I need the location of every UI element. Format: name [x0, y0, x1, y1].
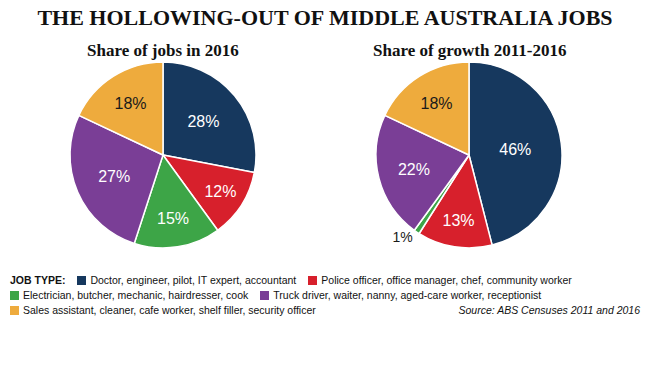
- svg-text:1%: 1%: [392, 229, 412, 245]
- html-text:Truck driver, waiter, nanny, a: Truck driver, waiter, nanny, aged-care w…: [273, 289, 542, 301]
- html-text:Police officer, office manager: Police officer, office manager, chef, co…: [321, 274, 572, 286]
- html-text:THE HOLLOWING-OUT OF MIDDLE AU: THE HOLLOWING-OUT OF MIDDLE AUSTRALIA JO…: [37, 5, 613, 30]
- html-text:Source: ABS Censuses 2011 and: Source: ABS Censuses 2011 and 2016: [458, 304, 640, 316]
- svg-text:27%: 27%: [98, 168, 130, 185]
- svg-text:18%: 18%: [115, 95, 147, 112]
- svg-text:28%: 28%: [187, 113, 219, 130]
- svg-text:12%: 12%: [204, 183, 236, 200]
- html-text:Doctor, engineer, pilot, IT ex: Doctor, engineer, pilot, IT expert, acco…: [90, 274, 297, 286]
- html-text:JOB TYPE:: JOB TYPE:: [10, 274, 66, 286]
- svg-text:22%: 22%: [398, 161, 430, 178]
- html-text:Sales assistant, cleaner, cafe: Sales assistant, cleaner, cafe worker, s…: [23, 304, 316, 316]
- svg-text:46%: 46%: [499, 141, 531, 158]
- svg-text:13%: 13%: [443, 212, 475, 229]
- html-text:Electrician, butcher, mechanic: Electrician, butcher, mechanic, hairdres…: [23, 289, 249, 301]
- svg-text:18%: 18%: [421, 95, 453, 112]
- svg-text:Share of jobs in 2016: Share of jobs in 2016: [87, 41, 239, 60]
- svg-text:Share of growth 2011-2016: Share of growth 2011-2016: [373, 41, 566, 60]
- svg-text:15%: 15%: [157, 210, 189, 227]
